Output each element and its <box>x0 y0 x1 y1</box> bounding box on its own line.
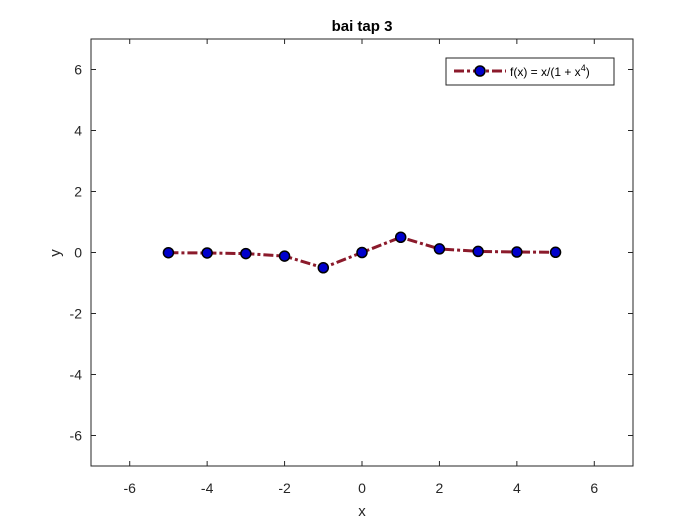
x-tick-label: 4 <box>513 480 521 496</box>
legend-label-base: f(x) = x/(1 + x <box>510 65 581 79</box>
ticks <box>91 39 633 466</box>
data-point <box>201 247 213 259</box>
y-tick-label: 2 <box>74 184 82 200</box>
x-tick-label: 6 <box>590 480 598 496</box>
chart-title: bai tap 3 <box>332 18 393 35</box>
x-tick-label: -4 <box>201 480 214 496</box>
legend-label-tail: ) <box>586 65 590 79</box>
y-axis-label: y <box>47 249 64 257</box>
data-point <box>433 243 446 255</box>
data-point <box>162 246 175 259</box>
legend-label-exponent: 4 <box>581 63 586 73</box>
legend-entry-label: f(x) = x/(1 + x4) <box>510 63 590 79</box>
tick-labels: -6 -4 -2 0 2 4 6 -6 -4 -2 0 2 4 6 <box>70 62 599 497</box>
data-point <box>394 231 407 243</box>
x-tick-label: -6 <box>123 480 136 496</box>
series-layer <box>162 231 562 274</box>
data-point <box>511 246 523 258</box>
data-point <box>356 246 368 259</box>
y-tick-label: -2 <box>70 306 83 322</box>
data-point <box>317 262 330 274</box>
data-point <box>278 250 291 262</box>
y-tick-label: 0 <box>74 245 82 261</box>
data-point <box>472 245 484 258</box>
data-point <box>549 246 562 259</box>
data-point <box>240 247 252 260</box>
y-tick-label: -6 <box>70 428 83 444</box>
x-tick-label: -2 <box>278 480 291 496</box>
x-axis-label: x <box>358 503 366 520</box>
y-tick-label: 4 <box>74 123 82 139</box>
legend-marker-sample <box>474 65 486 77</box>
y-tick-label: -4 <box>70 367 83 383</box>
y-tick-label: 6 <box>74 62 82 78</box>
x-tick-label: 2 <box>436 480 444 496</box>
legend: f(x) = x/(1 + x4) <box>445 57 615 86</box>
x-tick-label: 0 <box>358 480 366 496</box>
